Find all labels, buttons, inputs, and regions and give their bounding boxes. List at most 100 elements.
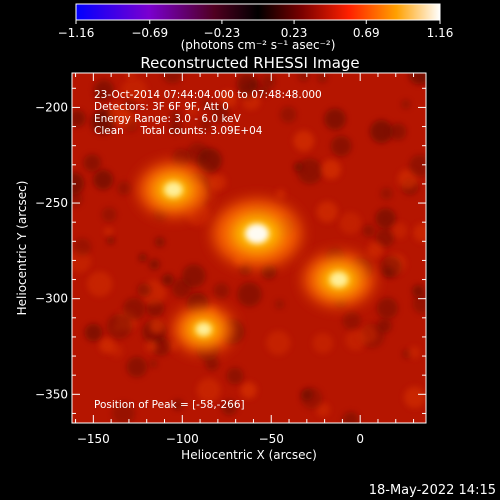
texture-patch [101, 207, 117, 223]
texture-patch [72, 109, 86, 128]
x-axis: −150 −100 −50 0 [75, 73, 415, 446]
texture-patch [362, 224, 376, 238]
texture-patch [389, 123, 407, 141]
source-core [329, 271, 349, 288]
texture-patch [149, 318, 165, 334]
texture-patch [84, 323, 103, 342]
texture-patch [106, 313, 133, 340]
texture-patch [94, 90, 109, 104]
texture-patch [236, 73, 258, 94]
texture-patch [342, 311, 361, 330]
texture-patch [398, 169, 419, 190]
y-axis: −200 −250 −300 −350 [35, 87, 426, 414]
texture-patch [218, 90, 237, 109]
texture-patch [199, 118, 213, 132]
texture-patch [257, 86, 269, 97]
texture-patch [103, 227, 114, 237]
texture-patch [367, 242, 383, 258]
x-tick-label: 0 [356, 432, 364, 446]
texture-patch [324, 108, 346, 131]
texture-patch [339, 212, 362, 234]
footer-timestamp: 18-May-2022 14:15 [369, 483, 496, 498]
source-core [245, 223, 270, 244]
texture-patch [312, 332, 334, 354]
texture-patch [342, 411, 359, 423]
texture-patch [412, 284, 425, 298]
texture-patch [240, 382, 257, 399]
texture-patch [209, 174, 227, 191]
texture-patch [73, 237, 92, 256]
texture-patch [409, 154, 426, 177]
y-tick-label: −200 [35, 100, 68, 114]
y-tick-label: −250 [35, 196, 68, 210]
texture-patch [315, 402, 330, 417]
colorbar-label: (photons cm⁻² s⁻¹ asec⁻²) [181, 38, 336, 52]
annotation-energy-range: Energy Range: 3.0 - 6.0 keV [94, 113, 242, 125]
texture-patch [300, 387, 323, 410]
texture-patch [72, 172, 85, 195]
texture-patch [391, 222, 408, 239]
texture-patch [168, 341, 178, 352]
colorbar-tick-label: −1.16 [58, 26, 95, 40]
texture-patch [316, 201, 338, 223]
texture-patch [148, 259, 160, 270]
texture-patch [293, 130, 315, 152]
colorbar-tick-label: −0.69 [131, 26, 168, 40]
x-tick-label: −50 [259, 432, 284, 446]
texture-patch [137, 283, 151, 297]
texture-patch [200, 98, 213, 111]
texture-patch [221, 399, 238, 416]
texture-patch [151, 336, 171, 356]
texture-patch [404, 386, 426, 409]
texture-patch [99, 338, 115, 354]
texture-patch [412, 293, 426, 314]
texture-patch [170, 110, 182, 122]
texture-patch [293, 162, 303, 172]
texture-patch [161, 273, 174, 286]
texture-patch [112, 401, 135, 423]
texture-patch [345, 329, 366, 351]
texture-patch [87, 271, 113, 297]
texture-patch [121, 77, 148, 104]
source-core [195, 322, 212, 337]
x-tick-label: −100 [166, 432, 199, 446]
texture-patch [380, 187, 393, 200]
texture-patch [172, 148, 191, 168]
texture-patch [168, 120, 183, 135]
texture-patch [261, 263, 277, 280]
texture-patch [126, 356, 148, 378]
chart-title: Reconstructed RHESSI Image [140, 54, 359, 72]
colorbar [75, 3, 441, 21]
texture-patch [122, 297, 146, 321]
texture-patch [375, 208, 396, 229]
texture-patch [93, 169, 114, 190]
texture-patch [261, 74, 276, 89]
colorbar-tick-label: −0.23 [204, 26, 241, 40]
x-tick-label: −150 [77, 432, 110, 446]
texture-patch [317, 73, 328, 83]
heatmap-image [72, 73, 426, 423]
heatmap-sources [138, 162, 374, 353]
plot-frame [71, 72, 427, 424]
texture-patch [196, 378, 221, 402]
texture-patch [375, 228, 395, 248]
texture-patch [213, 282, 230, 299]
texture-patch [154, 236, 165, 248]
texture-patch [296, 158, 323, 185]
annotation-detectors: Detectors: 3F 6F 9F, Att 0 [94, 101, 229, 113]
texture-patch [380, 256, 402, 278]
texture-patch [321, 159, 341, 180]
texture-patch [369, 119, 394, 144]
texture-patch [210, 103, 231, 124]
texture-patch [266, 330, 291, 355]
texture-patch [172, 399, 184, 411]
annotation-peak-position: Position of Peak = [-58,-266] [94, 399, 245, 411]
texture-patch [280, 106, 297, 123]
texture-patch [161, 73, 183, 84]
texture-patch [407, 346, 421, 359]
texture-patch [401, 99, 411, 110]
texture-patch [274, 299, 285, 310]
texture-patch [276, 188, 286, 199]
texture-patch [376, 297, 398, 319]
